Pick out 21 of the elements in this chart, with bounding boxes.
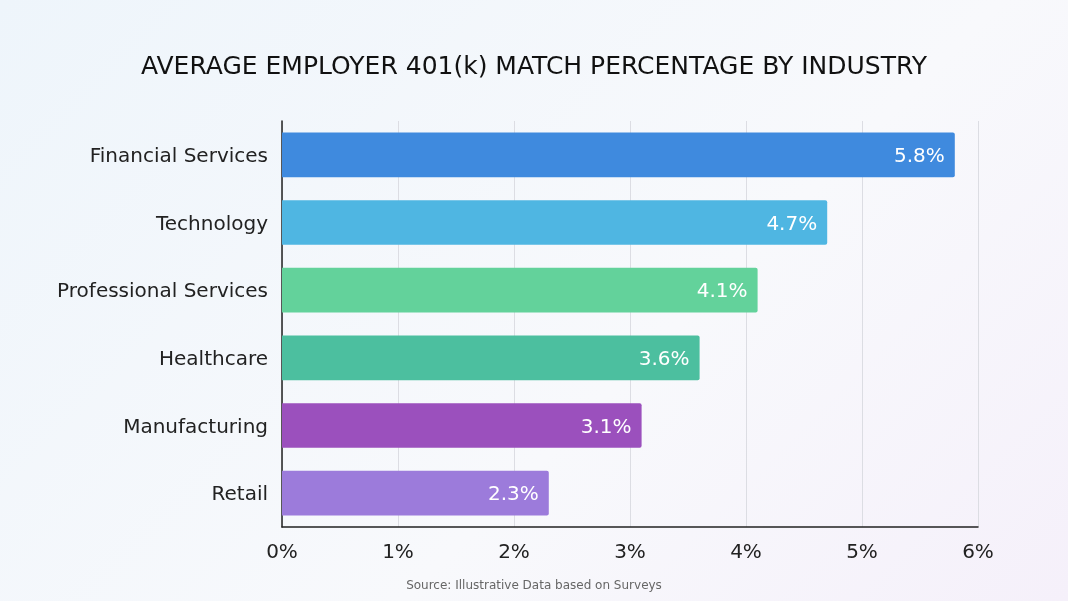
chart-title: AVERAGE EMPLOYER 401(k) MATCH PERCENTAGE BY INDUSTRY [141, 51, 928, 80]
y-tick-label: Retail [211, 481, 268, 506]
data-label: 4.7% [766, 210, 818, 235]
x-tick-label: 2% [498, 539, 530, 563]
x-tick-label: 6% [962, 539, 994, 563]
y-tick-label: Financial Services [89, 142, 268, 167]
y-tick-label: Manufacturing [123, 413, 268, 438]
data-label: 4.1% [696, 278, 748, 303]
y-tick-label: Technology [154, 210, 269, 235]
data-label: 5.8% [893, 142, 945, 167]
x-tick-label: 1% [382, 539, 414, 563]
y-tick-label: Healthcare [158, 345, 268, 370]
y-tick-label: Professional Services [57, 278, 268, 303]
x-tick-label: 5% [846, 539, 878, 563]
data-label: 3.6% [638, 345, 690, 370]
data-label: 2.3% [487, 481, 539, 506]
source-note: Source: Illustrative Data based on Surveys [406, 578, 662, 592]
data-label: 3.1% [580, 413, 632, 438]
x-tick-label: 3% [614, 539, 646, 563]
x-tick-label: 4% [730, 539, 762, 563]
x-tick-label: 0% [266, 539, 298, 563]
